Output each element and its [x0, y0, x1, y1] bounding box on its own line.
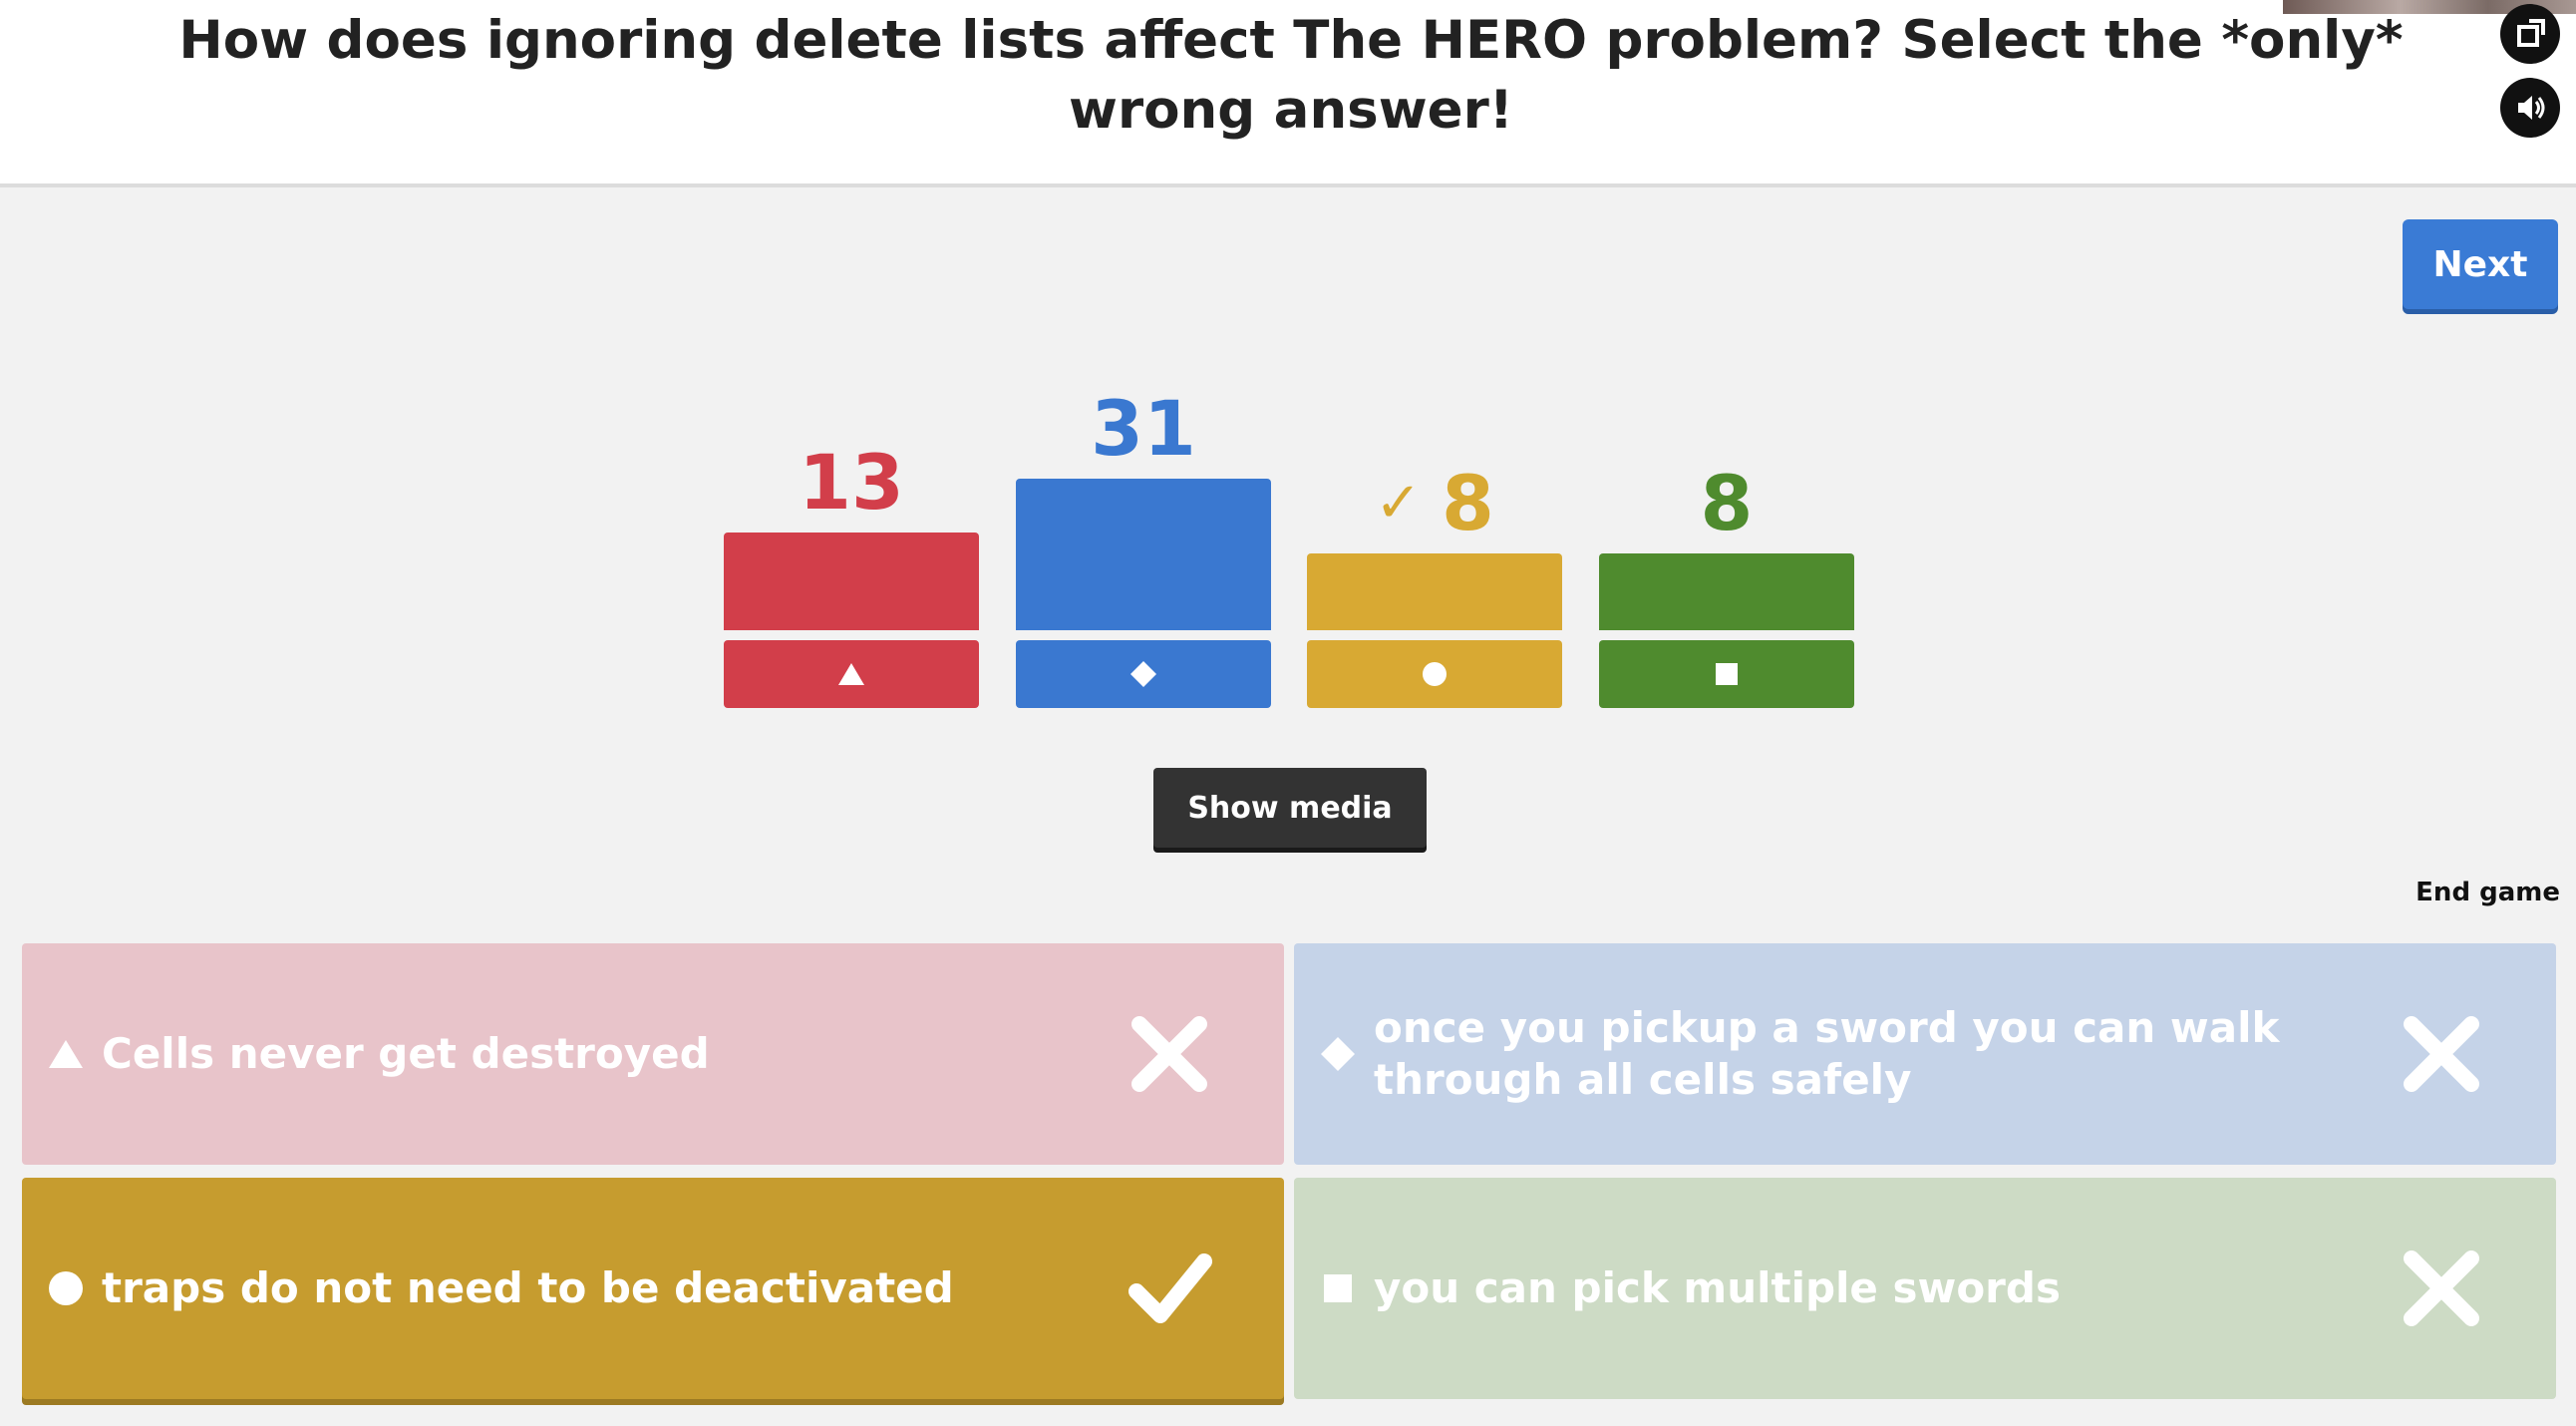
triangle-icon [838, 663, 864, 685]
answer-text: traps do not need to be deactivated [102, 1263, 954, 1312]
result-bar-fill [1016, 479, 1271, 630]
webcam-thumbnail [2283, 0, 2576, 14]
diamond-icon [1321, 1037, 1355, 1071]
result-count: 8 [1700, 459, 1754, 547]
speaker-icon [2518, 96, 2545, 120]
correct-check-icon: ✓ [1375, 471, 1423, 535]
end-game-link[interactable]: End game [2415, 878, 2560, 907]
result-count-row: ✓ 8 [1307, 464, 1562, 543]
result-shape-tile [1599, 640, 1854, 708]
cross-icon [2404, 1016, 2479, 1092]
question-title: How does ignoring delete lists affect Th… [178, 10, 2404, 141]
question-header: How does ignoring delete lists affect Th… [0, 0, 2576, 187]
answer-tile-triangle[interactable]: Cells never get destroyed [22, 943, 1284, 1165]
square-icon [1324, 1274, 1352, 1302]
sound-button[interactable] [2500, 78, 2560, 138]
next-button[interactable]: Next [2403, 219, 2558, 309]
result-count: 8 [1442, 459, 1494, 547]
diamond-icon [1130, 661, 1156, 687]
result-bar-fill [724, 533, 979, 630]
result-bar-fill [1599, 553, 1854, 630]
triangle-icon [49, 1040, 83, 1068]
result-shape-tile [1016, 640, 1271, 708]
fullscreen-icon [2517, 19, 2545, 47]
show-media-button[interactable]: Show media [1153, 768, 1427, 848]
result-count: 31 [1091, 384, 1196, 473]
answer-tile-circle[interactable]: traps do not need to be deactivated [22, 1178, 1284, 1399]
answer-tile-square[interactable]: you can pick multiple swords [1294, 1178, 2556, 1399]
answer-text: Cells never get destroyed [102, 1029, 710, 1078]
answer-text: you can pick multiple swords [1374, 1263, 2061, 1312]
result-bar-fill [1307, 553, 1562, 630]
result-shape-tile [724, 640, 979, 708]
result-count: 13 [799, 438, 904, 527]
answer-text: once you pickup a sword you can walk thr… [1374, 1003, 2280, 1104]
circle-icon [1423, 662, 1447, 686]
cross-icon [1131, 1016, 1207, 1092]
fullscreen-button[interactable] [2500, 4, 2560, 64]
cross-icon [2404, 1250, 2479, 1326]
checkmark-icon [1128, 1253, 1212, 1323]
result-shape-tile [1307, 640, 1562, 708]
circle-icon [49, 1271, 83, 1305]
square-icon [1716, 663, 1738, 685]
answer-tile-diamond[interactable]: once you pickup a sword you can walk thr… [1294, 943, 2556, 1165]
